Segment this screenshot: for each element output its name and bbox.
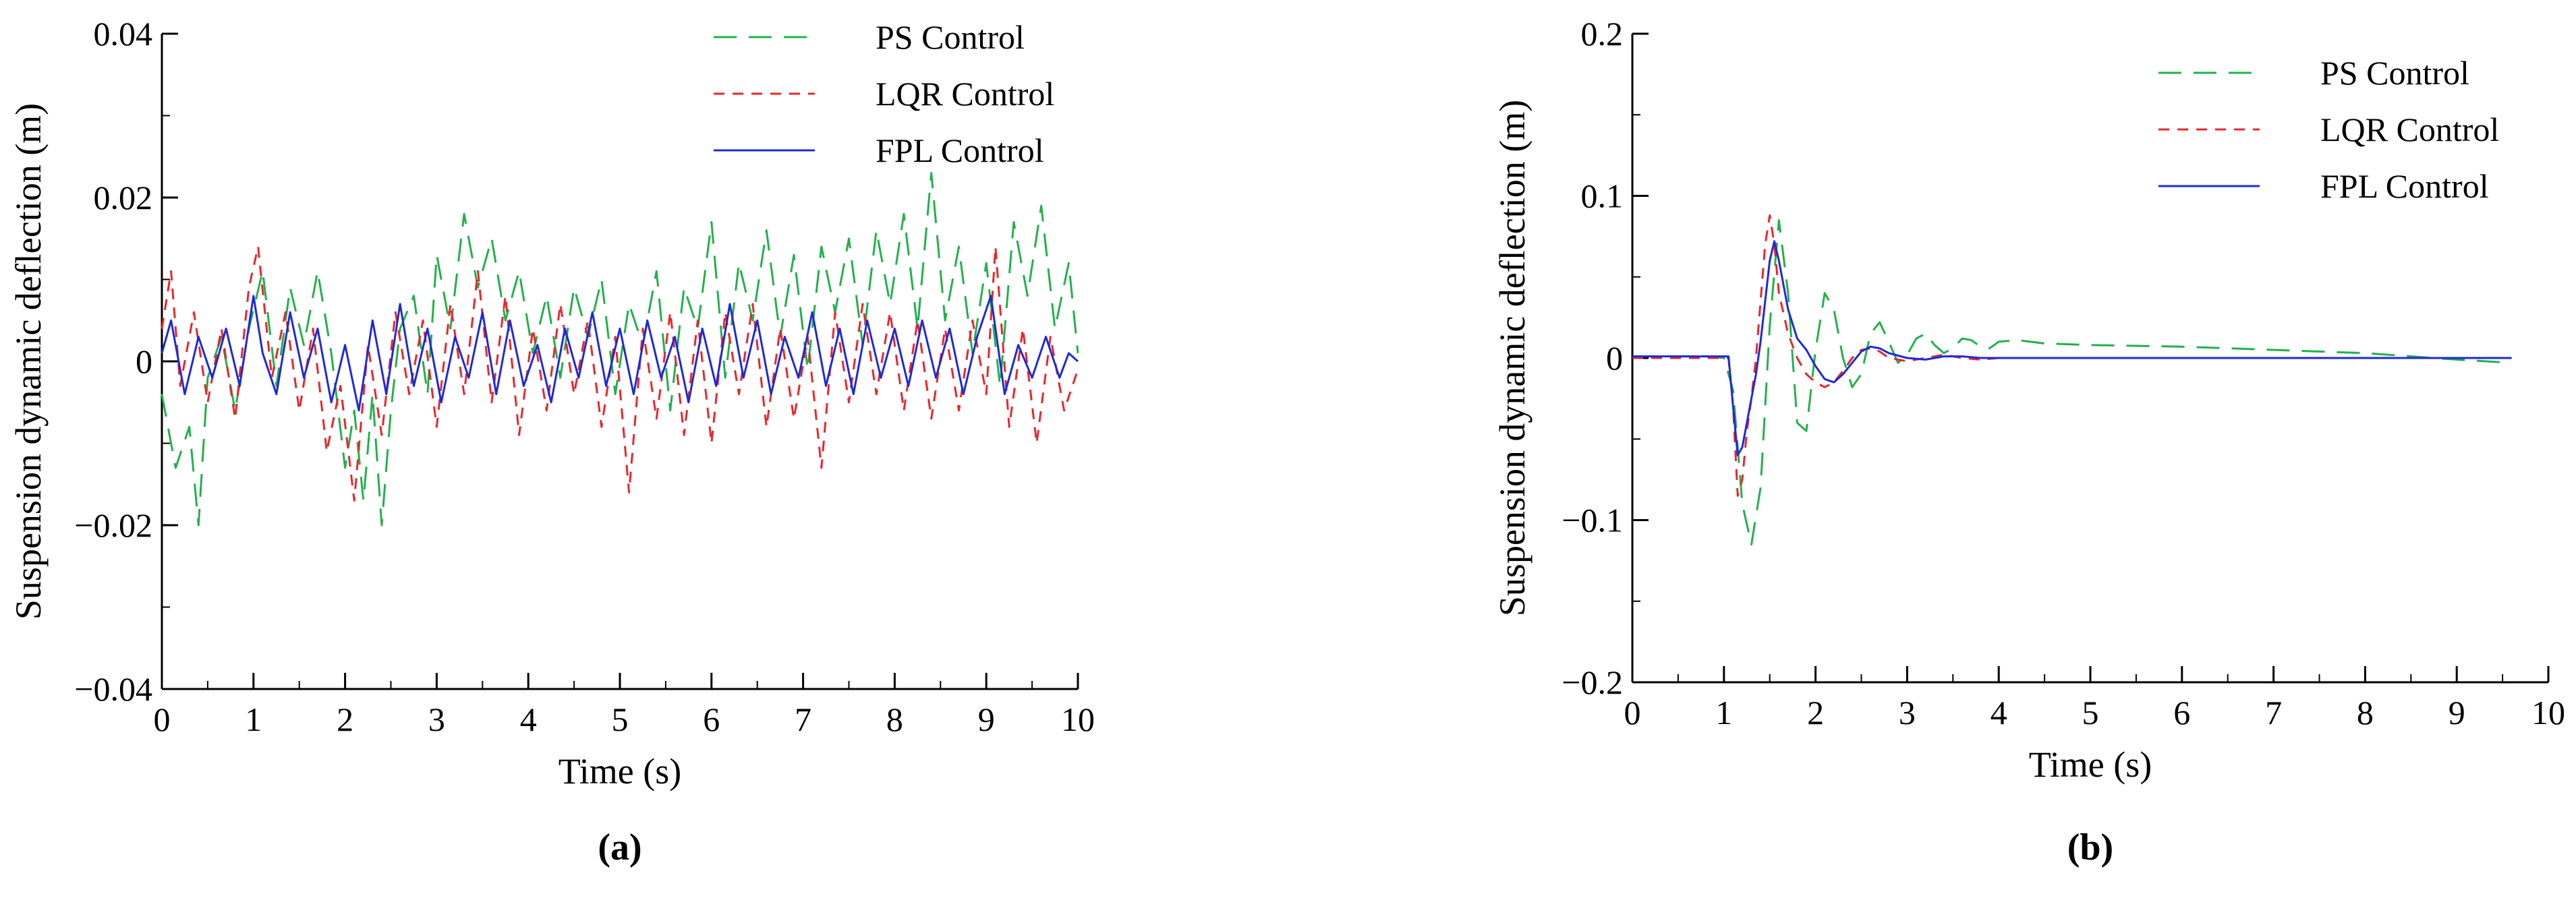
y-tick-label: 0: [1606, 339, 1623, 377]
y-tick-label: 0.1: [1581, 177, 1624, 215]
series-group: [161, 172, 1079, 527]
y-tick-label: −0.1: [1562, 502, 1623, 539]
y-axis-label: Suspension dynamic deflection (m): [1492, 100, 1533, 616]
legend: PS Control LQR Control FPL Control: [714, 18, 1054, 169]
series-line-lqr-control: [1632, 214, 2512, 497]
series-line-fpl-control: [1632, 240, 2512, 456]
x-tick-label: 8: [886, 700, 903, 738]
chart-b: 0 1 2 3 4 5 6 7 8 9 10 −0.2 −0.1 0 0.1 0.2 Time (s) Suspe…: [1492, 15, 2565, 868]
x-tick-label: 5: [2082, 694, 2099, 731]
x-tick-label: 3: [428, 700, 445, 738]
y-tick-label: 0.2: [1581, 15, 1624, 53]
x-tick-label: 10: [2531, 694, 2565, 731]
chart-a: 0 1 2 3 4 5 6 7 8 9 10 −0.04 −0.02 0 0.02 0.04 Time (s) S…: [8, 15, 1095, 868]
series-line-fpl-control: [161, 295, 1079, 412]
x-tick-label: 0: [154, 700, 171, 738]
y-tick-label: −0.02: [74, 506, 152, 544]
x-tick-label: 10: [1061, 700, 1095, 738]
legend-label: FPL Control: [2320, 167, 2489, 205]
x-tick-label: 4: [1991, 694, 2007, 731]
y-tick-label: 0.02: [94, 179, 153, 216]
y-tick-label: −0.04: [74, 670, 152, 708]
panel-label: (a): [598, 827, 641, 868]
y-axis-label: Suspension dynamic deflection (m): [8, 103, 49, 620]
x-tick-label: 1: [245, 700, 262, 738]
y-tick-label: 0: [136, 342, 152, 380]
x-tick-label: 3: [1899, 694, 1916, 731]
legend-label: LQR Control: [2320, 111, 2499, 148]
x-tick-label: 9: [978, 700, 995, 738]
x-axis-label: Time (s): [2029, 744, 2152, 785]
x-tick-label: 9: [2449, 694, 2465, 731]
legend: PS Control LQR Control FPL Control: [2158, 54, 2499, 205]
x-tick-label: 1: [1715, 694, 1732, 731]
series-line-ps-control: [1632, 219, 2512, 546]
x-tick-label: 5: [612, 700, 629, 738]
x-tick-label: 6: [2173, 694, 2190, 731]
legend-label: PS Control: [876, 18, 1025, 56]
x-tick-label: 6: [703, 700, 720, 738]
series-group: [1632, 214, 2512, 546]
legend-label: PS Control: [2320, 54, 2469, 92]
series-line-lqr-control: [161, 245, 1079, 502]
x-axis-label: Time (s): [559, 751, 682, 791]
x-tick-label: 2: [1807, 694, 1824, 731]
legend-label: FPL Control: [876, 131, 1044, 169]
panel-label: (b): [2067, 827, 2113, 868]
y-tick-label: −0.2: [1562, 663, 1623, 701]
series-line-ps-control: [161, 172, 1079, 527]
x-tick-label: 7: [795, 700, 811, 738]
legend-label: LQR Control: [876, 75, 1054, 113]
x-tick-label: 2: [337, 700, 353, 738]
x-tick-label: 7: [2265, 694, 2282, 731]
y-tick-label: 0.04: [94, 15, 153, 53]
x-tick-label: 8: [2357, 694, 2374, 731]
x-tick-label: 4: [520, 700, 537, 738]
x-tick-label: 0: [1624, 694, 1641, 731]
